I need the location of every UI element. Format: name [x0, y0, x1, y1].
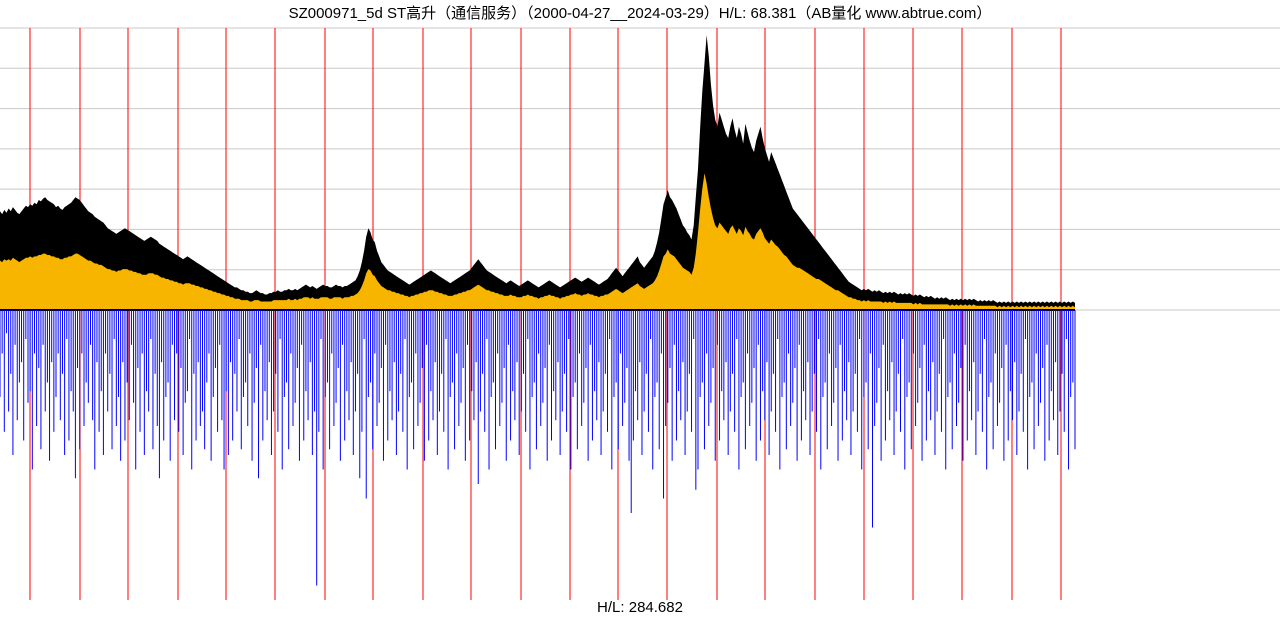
bottom-label: H/L: 284.682	[0, 599, 1280, 616]
stock-chart	[0, 0, 1280, 620]
chart-title: SZ000971_5d ST高升（通信服务）（2000-04-27__2024-…	[0, 2, 1280, 23]
